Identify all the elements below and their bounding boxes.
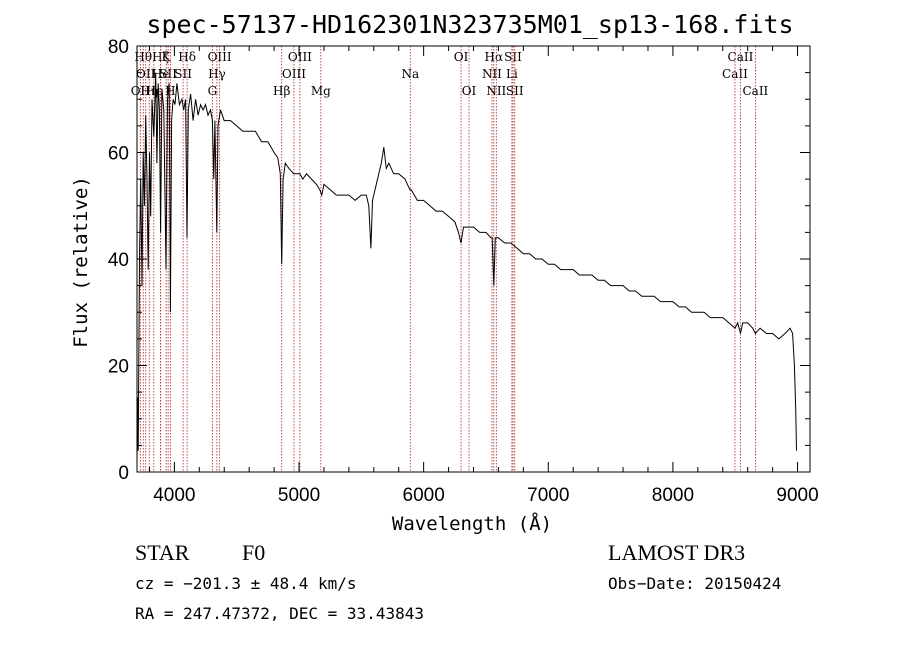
object-subclass: F0 <box>242 540 265 565</box>
y-tick-label: 20 <box>108 357 129 378</box>
line-marker-label: Hδ <box>178 50 196 64</box>
line-marker-label: NII <box>486 84 506 98</box>
y-axis-label: Flux (relative) <box>70 176 92 348</box>
line-marker-label: SII <box>504 50 522 64</box>
x-tick-label: 5000 <box>278 485 320 506</box>
x-tick-label: 8000 <box>652 485 694 506</box>
line-marker-label: K <box>162 50 172 64</box>
line-marker-label: OIII <box>288 50 312 64</box>
line-marker-label: CaII <box>728 50 754 64</box>
line-marker-label: Hα <box>485 50 504 64</box>
spectral-line-markers: OIIHθOIIHηHεHζHeKSIIHHδSIIGHγOIIIHβOIIIO… <box>131 46 769 472</box>
tick-labels: 4000 5000 6000 7000 8000 9000 0 20 40 60 80 <box>108 37 819 506</box>
line-marker-label: SII <box>174 67 192 81</box>
line-marker-label: H <box>165 84 175 98</box>
line-marker-label: Li <box>506 67 518 81</box>
line-marker-label: Hβ <box>273 84 290 98</box>
axis-ticks <box>137 45 810 473</box>
y-tick-label: 0 <box>118 463 129 484</box>
chart-title: spec-57137-HD162301N323735M01_sp13-168.f… <box>146 10 793 39</box>
object-type: STAR <box>135 540 190 565</box>
line-marker-label: He <box>152 67 170 81</box>
x-tick-label: 9000 <box>776 485 818 506</box>
line-marker-label: OII <box>136 67 156 81</box>
line-marker-label: CaII <box>722 67 748 81</box>
line-marker-label: SII <box>159 67 177 81</box>
line-marker-label: Hε <box>145 84 162 98</box>
line-marker-label: G <box>208 84 218 98</box>
plot-frame <box>136 45 811 473</box>
y-tick-label: 80 <box>108 37 129 58</box>
line-marker-label: Hθ <box>134 50 152 64</box>
line-marker-label: OIII <box>208 50 232 64</box>
line-marker-label: SII <box>506 84 524 98</box>
line-marker-label: Hζ <box>152 50 169 64</box>
line-marker-label: OI <box>462 84 477 98</box>
line-marker-label: NII <box>482 67 502 81</box>
line-marker-label: Mg <box>311 84 331 98</box>
line-marker-label: CaII <box>742 84 768 98</box>
line-marker-label: Hγ <box>208 67 226 81</box>
line-marker-label: Na <box>401 67 419 81</box>
x-tick-label: 4000 <box>153 485 195 506</box>
line-marker-label: OIII <box>282 67 306 81</box>
redshift-value: cz = −201.3 ± 48.4 km/s <box>135 574 357 593</box>
x-tick-label: 7000 <box>527 485 569 506</box>
line-marker-label: OI <box>454 50 469 64</box>
coordinates: RA = 247.47372, DEC = 33.43843 <box>135 604 424 623</box>
observation-date: Obs−Date: 20150424 <box>608 574 781 593</box>
x-tick-label: 6000 <box>403 485 445 506</box>
y-tick-label: 60 <box>108 144 129 165</box>
survey-name: LAMOST DR3 <box>608 540 745 565</box>
y-tick-label: 40 <box>108 250 129 271</box>
x-axis-label: Wavelength (Å) <box>392 512 552 535</box>
spectrum-series-line <box>136 72 797 462</box>
